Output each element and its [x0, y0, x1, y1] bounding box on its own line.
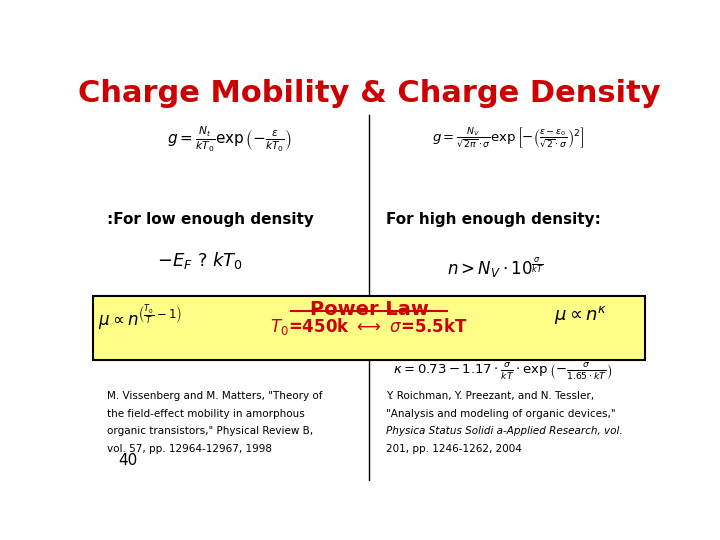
Text: $g = \frac{N_V}{\sqrt{2\pi}\cdot\sigma}\exp\left[-\left(\frac{\varepsilon-\varep: $g = \frac{N_V}{\sqrt{2\pi}\cdot\sigma}\…	[432, 125, 585, 151]
Text: $\mu \propto n^{\left(\frac{T_0}{T}-1\right)}$: $\mu \propto n^{\left(\frac{T_0}{T}-1\ri…	[98, 304, 182, 333]
Text: $\kappa=0.73-1.17\cdot\frac{\sigma}{kT}\cdot\exp\left(-\frac{\sigma}{1.65\cdot k: $\kappa=0.73-1.17\cdot\frac{\sigma}{kT}\…	[393, 362, 613, 382]
Text: the field-effect mobility in amorphous: the field-effect mobility in amorphous	[107, 409, 305, 419]
FancyBboxPatch shape	[93, 295, 645, 360]
Text: $n > N_V \cdot 10^{\frac{\sigma}{kT}}$: $n > N_V \cdot 10^{\frac{\sigma}{kT}}$	[447, 256, 544, 280]
Text: 40: 40	[118, 453, 137, 468]
Text: organic transistors," Physical Review B,: organic transistors," Physical Review B,	[107, 426, 313, 436]
Text: $-E_F \ ? \ kT_0$: $-E_F \ ? \ kT_0$	[157, 250, 243, 271]
Text: 201, pp. 1246-1262, 2004: 201, pp. 1246-1262, 2004	[386, 443, 521, 454]
Text: "Analysis and modeling of organic devices,": "Analysis and modeling of organic device…	[386, 409, 616, 419]
Text: M. Vissenberg and M. Matters, "Theory of: M. Vissenberg and M. Matters, "Theory of	[107, 391, 323, 401]
Text: Power Law: Power Law	[310, 300, 428, 319]
Text: Physica Status Solidi a-Applied Research, vol.: Physica Status Solidi a-Applied Research…	[386, 426, 622, 436]
Text: For high enough density:: For high enough density:	[386, 212, 600, 227]
Text: Y. Roichman, Y. Preezant, and N. Tessler,: Y. Roichman, Y. Preezant, and N. Tessler…	[386, 391, 594, 401]
Text: vol. 57, pp. 12964-12967, 1998: vol. 57, pp. 12964-12967, 1998	[107, 443, 271, 454]
Text: :For low enough density: :For low enough density	[107, 212, 314, 227]
Text: $(N_t=10^{20}$cm$^{-3}$ -> n<5x10$^{18}$): $(N_t=10^{20}$cm$^{-3}$ -> n<5x10$^{18}$…	[107, 295, 290, 314]
Text: $g = \frac{N_t}{kT_0}\exp\left(-\frac{\varepsilon}{kT_0}\right)$: $g = \frac{N_t}{kT_0}\exp\left(-\frac{\v…	[167, 125, 292, 154]
Text: $(\sigma=5$kT, $N_t=10^{20}$cm$^{-3}$ -> n>1x10$^{15}$): $(\sigma=5$kT, $N_t=10^{20}$cm$^{-3}$ ->…	[386, 295, 623, 314]
Text: $\mu \propto n^{\kappa}$: $\mu \propto n^{\kappa}$	[554, 304, 608, 326]
Text: $T_0$=450k $\longleftrightarrow$ $\sigma$=5.5kT: $T_0$=450k $\longleftrightarrow$ $\sigma…	[270, 316, 468, 338]
Text: Charge Mobility & Charge Density: Charge Mobility & Charge Density	[78, 79, 660, 109]
